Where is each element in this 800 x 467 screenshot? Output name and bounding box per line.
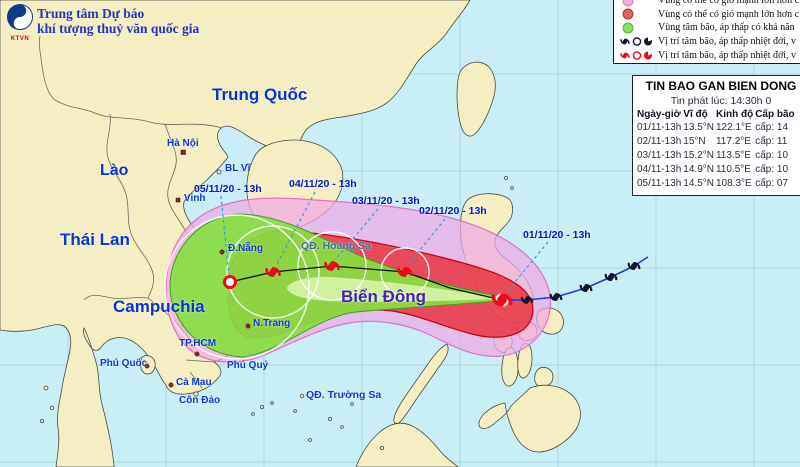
legend-label: Vị trí tâm bão, áp thấp nhiệt đới, v bbox=[658, 49, 797, 61]
pink-zone-icon bbox=[618, 0, 658, 7]
legend-label: Vùng có thể có gió mạnh lớn hơn c bbox=[658, 0, 800, 7]
legend-label: Vị trí tâm bão, áp thấp nhiệt đới, v bbox=[658, 36, 797, 48]
agency-name-line2: khí tượng thuỷ văn quốc gia bbox=[37, 21, 200, 36]
legend-row-storm-symbols-red: Vị trí tâm bão, áp thấp nhiệt đới, v bbox=[618, 48, 800, 62]
forecast-row: 05/11-13h 14.5°N 108.3°E cấp: 07 bbox=[637, 177, 789, 189]
forecast-row: 03/11-13h 15.2°N 113.5°E cấp: 10 bbox=[637, 149, 789, 161]
forecast-table-header: Ngày-giờ Vĩ độ Kinh độ Cấp bão bbox=[637, 109, 797, 121]
col-latitude: Vĩ độ bbox=[683, 109, 708, 120]
city-label-con-dao: Côn Đảo bbox=[179, 395, 221, 406]
date-label-02-11: 02/11/20 - 13h bbox=[419, 205, 487, 217]
country-label-thai-lan: Thái Lan bbox=[60, 230, 130, 249]
forecast-track-line bbox=[229, 265, 503, 301]
cyclone-logo-icon bbox=[7, 4, 33, 30]
legend-row-storm-symbols-black: Vị trí tâm bão, áp thấp nhiệt đới, v bbox=[618, 35, 800, 49]
logo-text: KTVN bbox=[10, 36, 30, 42]
date-label-03-11: 03/11/20 - 13h bbox=[352, 195, 420, 207]
col-longitude: Kinh độ bbox=[715, 109, 754, 120]
forecast-row: 04/11-13h 14.9°N 110.5°E cấp: 10 bbox=[637, 163, 789, 175]
current-storm-marker bbox=[491, 293, 513, 307]
red-zone-icon bbox=[618, 8, 658, 20]
islands-label-truong-sa: QĐ. Trường Sa bbox=[306, 389, 382, 401]
agency-name: Trung tâm Dự báo khí tượng thuỷ văn quốc… bbox=[37, 6, 199, 36]
probability-circles bbox=[164, 214, 430, 360]
borneo-tip bbox=[355, 422, 459, 467]
legend-label: Vùng tâm bão, áp thấp có khả năn bbox=[658, 22, 795, 34]
forecast-table: Ngày-giờ Vĩ độ Kinh độ Cấp bão 01/11-13h… bbox=[637, 109, 797, 190]
palawan-island bbox=[393, 343, 449, 424]
storm-symbols-red-icon bbox=[618, 49, 658, 62]
legend-row-red-zone: Vùng có thể có gió mạnh lớn hơn c bbox=[618, 8, 800, 22]
country-label-lao: Lào bbox=[100, 162, 129, 179]
city-label-da-nang: Đ.Nẵng bbox=[228, 243, 263, 254]
legend-label: Vùng có thể có gió mạnh lớn hơn c bbox=[658, 8, 800, 20]
bulletin-title: TIN BAO GAN BIEN DONG bbox=[645, 79, 797, 93]
city-label-nha-trang: N.Trang bbox=[253, 318, 291, 329]
country-label-campuchia: Campuchia bbox=[113, 297, 205, 316]
city-label-ha-noi: Hà Nội bbox=[167, 138, 199, 149]
city-label-tp-hcm: TP.HCM bbox=[179, 338, 217, 349]
city-label-phu-quoc: Phú Quốc bbox=[100, 358, 148, 369]
city-label-vinh: Vinh bbox=[184, 193, 206, 204]
sea-label-bien-dong: Biển Đông bbox=[341, 287, 426, 306]
green-zone-icon bbox=[618, 22, 658, 34]
map-legend: Vùng có thể có gió mạnh lớn hơn c Vùng c… bbox=[613, 0, 800, 64]
city-label-ca-mau: Cà Mau bbox=[176, 377, 212, 388]
agency-logo: KTVN bbox=[7, 4, 33, 42]
col-intensity: Cấp bão bbox=[755, 109, 795, 120]
storm-bulletin-panel: TIN BAO GAN BIEN DONG Tin phát lúc: 14:3… bbox=[632, 75, 800, 196]
date-label-01-11: 01/11/20 - 13h bbox=[523, 229, 591, 241]
forecast-row: 01/11-13h 13.5°N 122.1°E cấp: 14 bbox=[637, 122, 789, 134]
agency-name-line1: Trung tâm Dự báo bbox=[37, 6, 145, 21]
storm-symbols-black-icon bbox=[618, 35, 658, 48]
date-connectors bbox=[220, 191, 549, 295]
legend-row-pink-zone: Vùng có thể có gió mạnh lớn hơn c bbox=[618, 0, 800, 8]
col-date: Ngày-giờ bbox=[637, 109, 681, 120]
country-label-trung-quoc: Trung Quốc bbox=[212, 85, 308, 104]
mindanao-island bbox=[478, 384, 581, 453]
islands-label-hoang-sa: QĐ. Hoàng Sa bbox=[301, 240, 372, 252]
date-label-04-11: 04/11/20 - 13h bbox=[289, 178, 357, 190]
legend-row-green-zone: Vùng tâm bão, áp thấp có khả năn bbox=[618, 21, 800, 35]
city-markers bbox=[144, 149, 251, 388]
forecast-row: 02/11-13h 15°N 117.2°E cấp: 11 bbox=[637, 136, 788, 148]
cone-inner-light-wedge bbox=[287, 276, 499, 302]
city-label-phu-quy: Phú Quý bbox=[227, 360, 269, 371]
date-label-05-11: 05/11/20 - 13h bbox=[194, 183, 262, 195]
final-position-circle-marker bbox=[223, 275, 237, 289]
taiwan-island bbox=[456, 61, 496, 137]
city-label-bl-vi: BL Vĩ bbox=[225, 163, 251, 174]
bulletin-issued-time: Tin phát lúc: 14:30h 0 bbox=[670, 95, 772, 107]
